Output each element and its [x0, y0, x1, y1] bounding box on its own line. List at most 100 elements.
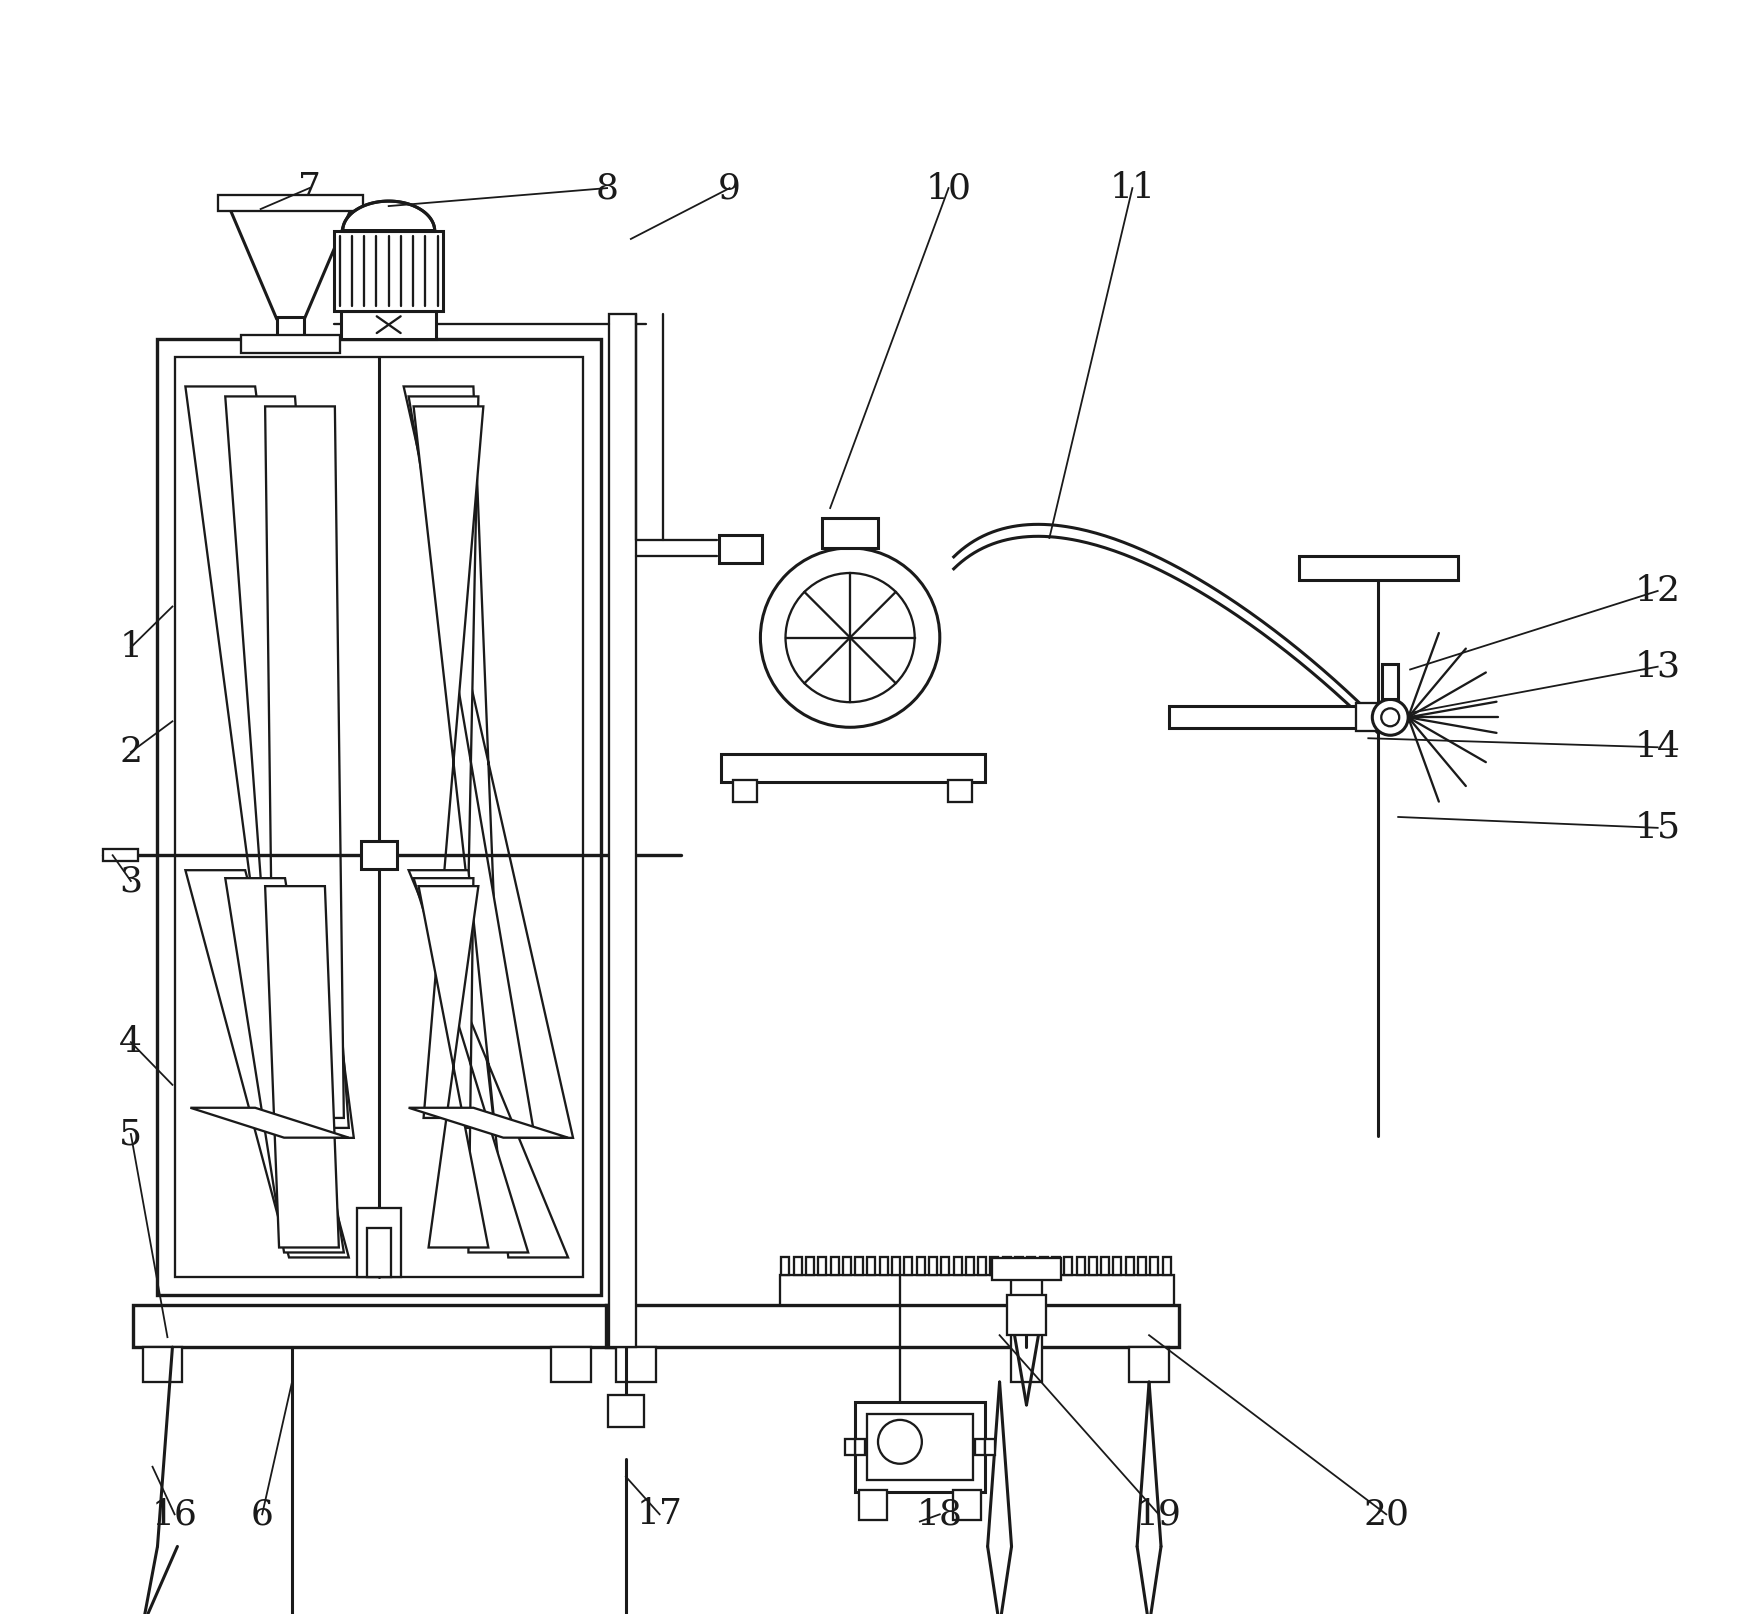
Polygon shape — [265, 886, 339, 1247]
Bar — [608, 1395, 643, 1426]
Circle shape — [1381, 708, 1399, 726]
Bar — [1102, 1258, 1109, 1276]
Bar — [1028, 1258, 1035, 1276]
Bar — [856, 1402, 984, 1491]
Bar — [1016, 1258, 1023, 1276]
Bar — [1139, 1258, 1146, 1276]
Bar — [1130, 1347, 1168, 1383]
Bar — [1052, 1258, 1059, 1276]
Bar — [733, 779, 757, 802]
Polygon shape — [409, 870, 568, 1258]
Text: 9: 9 — [719, 171, 741, 205]
Bar — [334, 231, 443, 310]
Bar — [610, 314, 636, 1347]
Bar — [866, 1413, 973, 1480]
Bar — [991, 1258, 1061, 1281]
Polygon shape — [404, 386, 573, 1138]
Polygon shape — [186, 870, 350, 1258]
Bar — [720, 754, 984, 783]
Bar — [1168, 707, 1399, 728]
Bar — [606, 1305, 1179, 1347]
Bar — [822, 517, 878, 548]
Circle shape — [785, 572, 915, 702]
Text: 18: 18 — [917, 1497, 963, 1531]
Bar — [241, 335, 341, 353]
Bar — [979, 1258, 986, 1276]
Polygon shape — [409, 396, 532, 1129]
Bar — [782, 1258, 789, 1276]
Bar — [357, 1208, 401, 1277]
Polygon shape — [190, 1108, 350, 1138]
Bar — [218, 196, 364, 212]
Text: 15: 15 — [1634, 810, 1681, 844]
Text: 20: 20 — [1363, 1497, 1409, 1531]
Bar — [843, 1258, 850, 1276]
Text: 6: 6 — [251, 1497, 274, 1531]
Bar — [176, 357, 583, 1277]
Text: 16: 16 — [151, 1497, 197, 1531]
Polygon shape — [225, 878, 344, 1253]
Bar — [966, 1258, 973, 1276]
Bar — [341, 310, 436, 338]
Bar — [975, 1439, 984, 1455]
Bar — [1126, 1258, 1133, 1276]
Text: 4: 4 — [119, 1025, 142, 1059]
Bar — [856, 1258, 863, 1276]
Bar — [1007, 1295, 1047, 1336]
Bar — [1383, 665, 1399, 700]
Bar — [794, 1258, 801, 1276]
Bar — [947, 779, 972, 802]
Bar — [360, 841, 397, 870]
Bar — [1163, 1258, 1170, 1276]
Bar — [1077, 1258, 1084, 1276]
Bar — [1114, 1258, 1121, 1276]
Text: 19: 19 — [1135, 1497, 1182, 1531]
Bar — [917, 1258, 924, 1276]
Text: 1: 1 — [119, 631, 142, 665]
Bar — [806, 1258, 813, 1276]
Text: 17: 17 — [636, 1497, 682, 1531]
Bar — [1065, 1258, 1072, 1276]
Bar — [929, 1258, 936, 1276]
Bar — [991, 1258, 998, 1276]
Bar — [780, 1276, 1174, 1305]
Bar — [1010, 1276, 1042, 1383]
Bar — [831, 1258, 838, 1276]
Text: 12: 12 — [1634, 574, 1681, 608]
Bar — [942, 1258, 949, 1276]
Bar — [1356, 703, 1400, 731]
Bar — [276, 317, 304, 338]
Bar — [158, 338, 601, 1295]
Bar — [1298, 556, 1458, 581]
Bar — [819, 1258, 826, 1276]
Bar — [142, 1347, 183, 1383]
Bar — [102, 849, 137, 862]
Text: 7: 7 — [299, 171, 322, 205]
Bar — [132, 1305, 625, 1347]
Bar — [617, 1347, 655, 1383]
Bar — [552, 1347, 590, 1383]
Bar — [1089, 1258, 1096, 1276]
Text: 10: 10 — [926, 171, 972, 205]
Bar — [367, 1227, 390, 1277]
Bar — [954, 1258, 961, 1276]
Text: 8: 8 — [596, 171, 618, 205]
Text: 3: 3 — [119, 863, 142, 897]
Bar — [952, 1489, 980, 1520]
Polygon shape — [265, 406, 344, 1117]
Bar — [868, 1258, 875, 1276]
Bar — [1151, 1258, 1158, 1276]
Polygon shape — [343, 201, 434, 231]
Polygon shape — [413, 406, 494, 1117]
Bar — [859, 1489, 887, 1520]
Text: 13: 13 — [1634, 650, 1681, 684]
Bar — [719, 535, 763, 563]
Bar — [984, 1439, 994, 1455]
Text: 5: 5 — [119, 1117, 142, 1151]
Text: 11: 11 — [1109, 171, 1156, 205]
Polygon shape — [418, 886, 488, 1247]
Text: 14: 14 — [1634, 731, 1681, 765]
Bar — [1003, 1258, 1010, 1276]
Bar — [1040, 1258, 1047, 1276]
Bar — [905, 1258, 912, 1276]
